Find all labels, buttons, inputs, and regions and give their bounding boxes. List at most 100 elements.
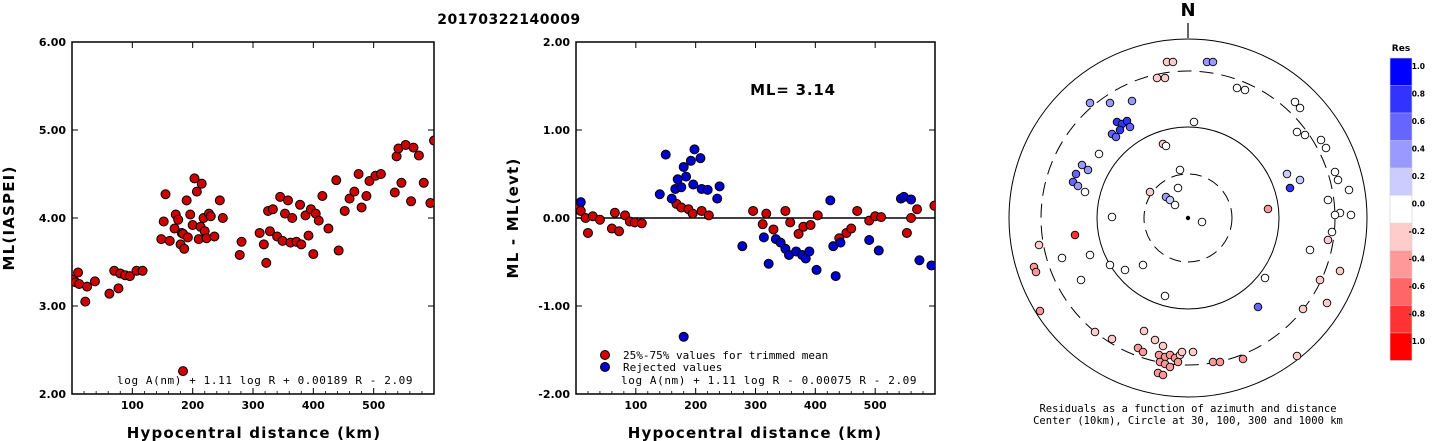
station-point (1292, 351, 1302, 361)
data-point (757, 219, 768, 230)
station-point (1035, 306, 1045, 316)
station-point (1177, 347, 1187, 357)
data-point (296, 239, 307, 250)
data-point (714, 181, 725, 192)
data-point (418, 177, 429, 188)
data-point (852, 205, 863, 216)
station-point (1285, 183, 1295, 193)
data-point (846, 223, 857, 234)
data-point (906, 213, 917, 223)
data-point (763, 258, 774, 269)
data-point (185, 209, 196, 220)
data-point (768, 224, 779, 235)
data-point (205, 211, 216, 222)
data-point (703, 210, 714, 221)
data-point (303, 230, 314, 241)
x-tick-label: 500 (362, 399, 385, 412)
colorbar-label: 0.4 (1412, 145, 1425, 154)
x-tick-label: 200 (181, 399, 204, 412)
formula-text: log A(nm) + 1.11 log R + 0.00189 R - 2.0… (117, 374, 413, 387)
data-point (191, 186, 202, 197)
data-point (654, 189, 665, 200)
data-point (712, 193, 723, 204)
colorbar-label: -1.0 (1409, 337, 1425, 346)
colorbar-labels: 1.0 0.8 0.6 0.4 0.2 0.0 -0.2 -0.4 -0.6 -0.8 -1.0 (1409, 62, 1425, 346)
station-point (1263, 204, 1273, 214)
x-tick-label: 400 (804, 399, 827, 412)
colorbar-cell (1389, 112, 1413, 141)
north-label: N (1180, 0, 1195, 21)
data-point (80, 296, 91, 307)
station-point (1323, 195, 1333, 205)
station-point (1292, 127, 1302, 137)
data-point (835, 237, 846, 248)
station-point (1330, 167, 1340, 177)
legend: 25%-75% values for trimmed mean Rejected… (600, 349, 828, 374)
formula-text: log A(nm) + 1.11 log R - 0.00075 R - 2.0… (621, 374, 917, 387)
data-point (339, 205, 350, 216)
data-point (209, 231, 220, 242)
y-tick-label: 3.00 (39, 300, 66, 313)
station-point (1150, 335, 1160, 345)
station-point (1107, 212, 1117, 222)
data-point (666, 193, 677, 204)
y-axis-label: ML(IASPEI) (0, 165, 18, 270)
data-point (323, 223, 334, 234)
data-point (279, 208, 290, 219)
data-point (906, 194, 917, 205)
data-point (687, 208, 698, 219)
data-point (702, 184, 713, 195)
y-axis-label: ML - ML(evt) (504, 158, 522, 279)
data-point (375, 169, 386, 179)
station-point (1335, 266, 1345, 276)
station-point (1188, 347, 1198, 357)
colorbar-label: -0.4 (1409, 255, 1425, 264)
data-point (254, 227, 265, 238)
data-point (660, 149, 671, 160)
data-point (353, 169, 364, 179)
colorbar-cell (1389, 140, 1413, 169)
data-point (825, 195, 836, 206)
colorbar-frame (1389, 57, 1413, 361)
data-point (181, 195, 192, 206)
station-point (1160, 291, 1170, 301)
station-point (1158, 341, 1168, 351)
data-point (89, 276, 100, 287)
station-point (1105, 98, 1115, 108)
data-point (408, 142, 419, 153)
y-tick-label: 5.00 (39, 124, 66, 137)
data-point (614, 226, 625, 237)
station-point (1127, 96, 1137, 106)
data-point (582, 227, 593, 238)
station-point (1173, 357, 1183, 367)
station-point (1105, 260, 1115, 270)
data-point (356, 202, 367, 213)
station-point (1344, 185, 1354, 195)
data-points (72, 135, 434, 377)
caption-line-1: Residuals as a function of azimuth and d… (1039, 403, 1336, 415)
station-point (1295, 175, 1305, 185)
station-point (1321, 143, 1331, 153)
data-point (805, 220, 816, 231)
station-point (1189, 117, 1199, 127)
data-point (576, 197, 586, 208)
data-point (676, 182, 687, 193)
station-point (1034, 240, 1044, 250)
data-point (300, 210, 311, 221)
station-point (1168, 57, 1178, 67)
legend-marker-trimmed (600, 350, 610, 360)
station-point (1260, 273, 1270, 283)
data-point (413, 150, 424, 161)
station-point (1120, 265, 1130, 275)
data-point (780, 205, 791, 216)
colorbar-cell (1389, 167, 1413, 196)
station-point (1085, 98, 1095, 108)
station-point (1298, 304, 1308, 314)
data-point (331, 175, 342, 186)
station-point (1031, 267, 1041, 277)
station-point (1094, 149, 1104, 159)
data-point (282, 195, 293, 206)
data-point (681, 171, 692, 182)
legend-marker-rejected (600, 362, 610, 372)
